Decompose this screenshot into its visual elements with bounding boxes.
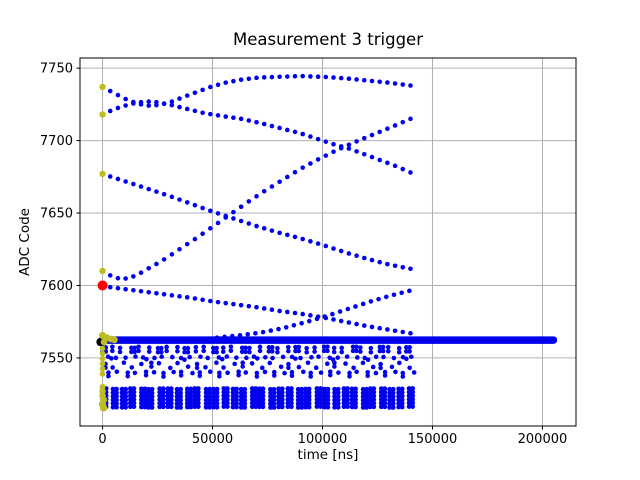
x-tick-label: 50000 — [192, 432, 233, 447]
x-tick-label: 200000 — [518, 432, 568, 447]
trace-dots — [100, 73, 413, 340]
y-tick-label: 7750 — [40, 62, 73, 77]
x-tick-label: 150000 — [408, 432, 458, 447]
y-tick-label: 7700 — [40, 134, 73, 149]
axes-spines — [79, 57, 577, 427]
x-tick-label: 100000 — [298, 432, 348, 447]
y-tick-label: 7550 — [40, 351, 73, 366]
y-tick-label: 7600 — [40, 279, 73, 294]
x-axis-label: time [ns] — [297, 447, 359, 463]
chart-title: Measurement 3 trigger — [233, 30, 423, 49]
axis-ticks: 0 50000 100000 150000 200000 7550 7600 7650 7700… — [40, 62, 567, 447]
y-tick-label: 7650 — [40, 207, 73, 222]
y-axis-label: ADC Code — [17, 208, 33, 276]
start-markers — [98, 83, 118, 412]
trigger-marker — [97, 280, 108, 291]
x-tick-label: 0 — [98, 432, 106, 447]
bottom-rows — [100, 344, 417, 410]
